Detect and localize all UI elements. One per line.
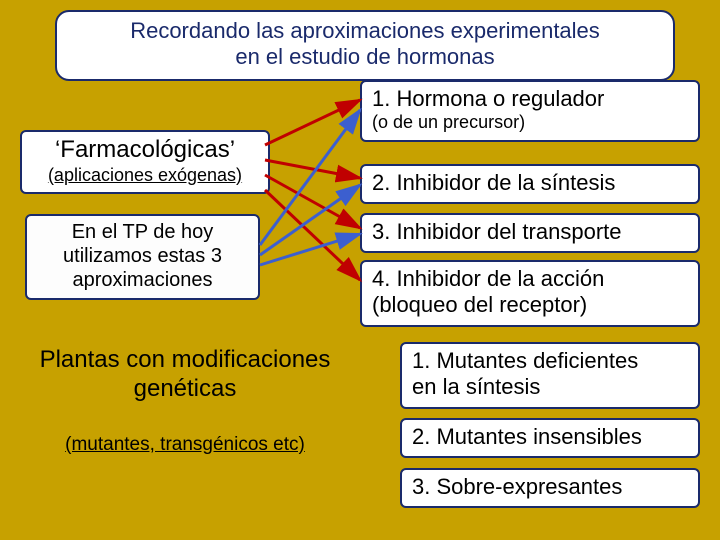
tp-note-box: En el TP de hoy utilizamos estas 3 aprox… <box>25 214 260 300</box>
right-genetics-1: 1. Mutantes deficientes en la síntesis <box>400 342 700 409</box>
genetics-title: Plantas con modificaciones genéticas <box>10 342 360 410</box>
right-pharma-1: 1. Hormona o regulador (o de un precurso… <box>360 80 700 142</box>
rb1-line1: 1. Mutantes deficientes <box>412 348 688 374</box>
pharma-main: ‘Farmacológicas’ <box>32 136 258 165</box>
right-pharma-2: 2. Inhibidor de la síntesis <box>360 164 700 204</box>
r1-sub: (o de un precursor) <box>372 112 688 134</box>
title-box: Recordando las aproximaciones experiment… <box>55 10 675 81</box>
right-genetics-2: 2. Mutantes insensibles <box>400 418 700 458</box>
genetics-line2: genéticas <box>20 375 350 404</box>
title-line2: en el estudio de hormonas <box>235 44 494 69</box>
right-pharma-4: 4. Inhibidor de la acción (bloqueo del r… <box>360 260 700 327</box>
right-pharma-3: 3. Inhibidor del transporte <box>360 213 700 253</box>
pharma-sub: (aplicaciones exógenas) <box>32 165 258 187</box>
rb1-line2: en la síntesis <box>412 374 688 400</box>
r1-main: 1. Hormona o regulador <box>372 86 688 112</box>
right-genetics-3: 3. Sobre-expresantes <box>400 468 700 508</box>
genetics-sub: (mutantes, transgénicos etc) <box>30 430 340 463</box>
tp-line3: aproximaciones <box>37 268 248 292</box>
tp-line1: En el TP de hoy <box>37 220 248 244</box>
title-line1: Recordando las aproximaciones experiment… <box>130 18 600 43</box>
pharma-box: ‘Farmacológicas’ (aplicaciones exógenas) <box>20 130 270 194</box>
r4-line1: 4. Inhibidor de la acción <box>372 266 688 292</box>
tp-line2: utilizamos estas 3 <box>37 244 248 268</box>
r4-line2: (bloqueo del receptor) <box>372 292 688 318</box>
genetics-line1: Plantas con modificaciones <box>20 346 350 375</box>
